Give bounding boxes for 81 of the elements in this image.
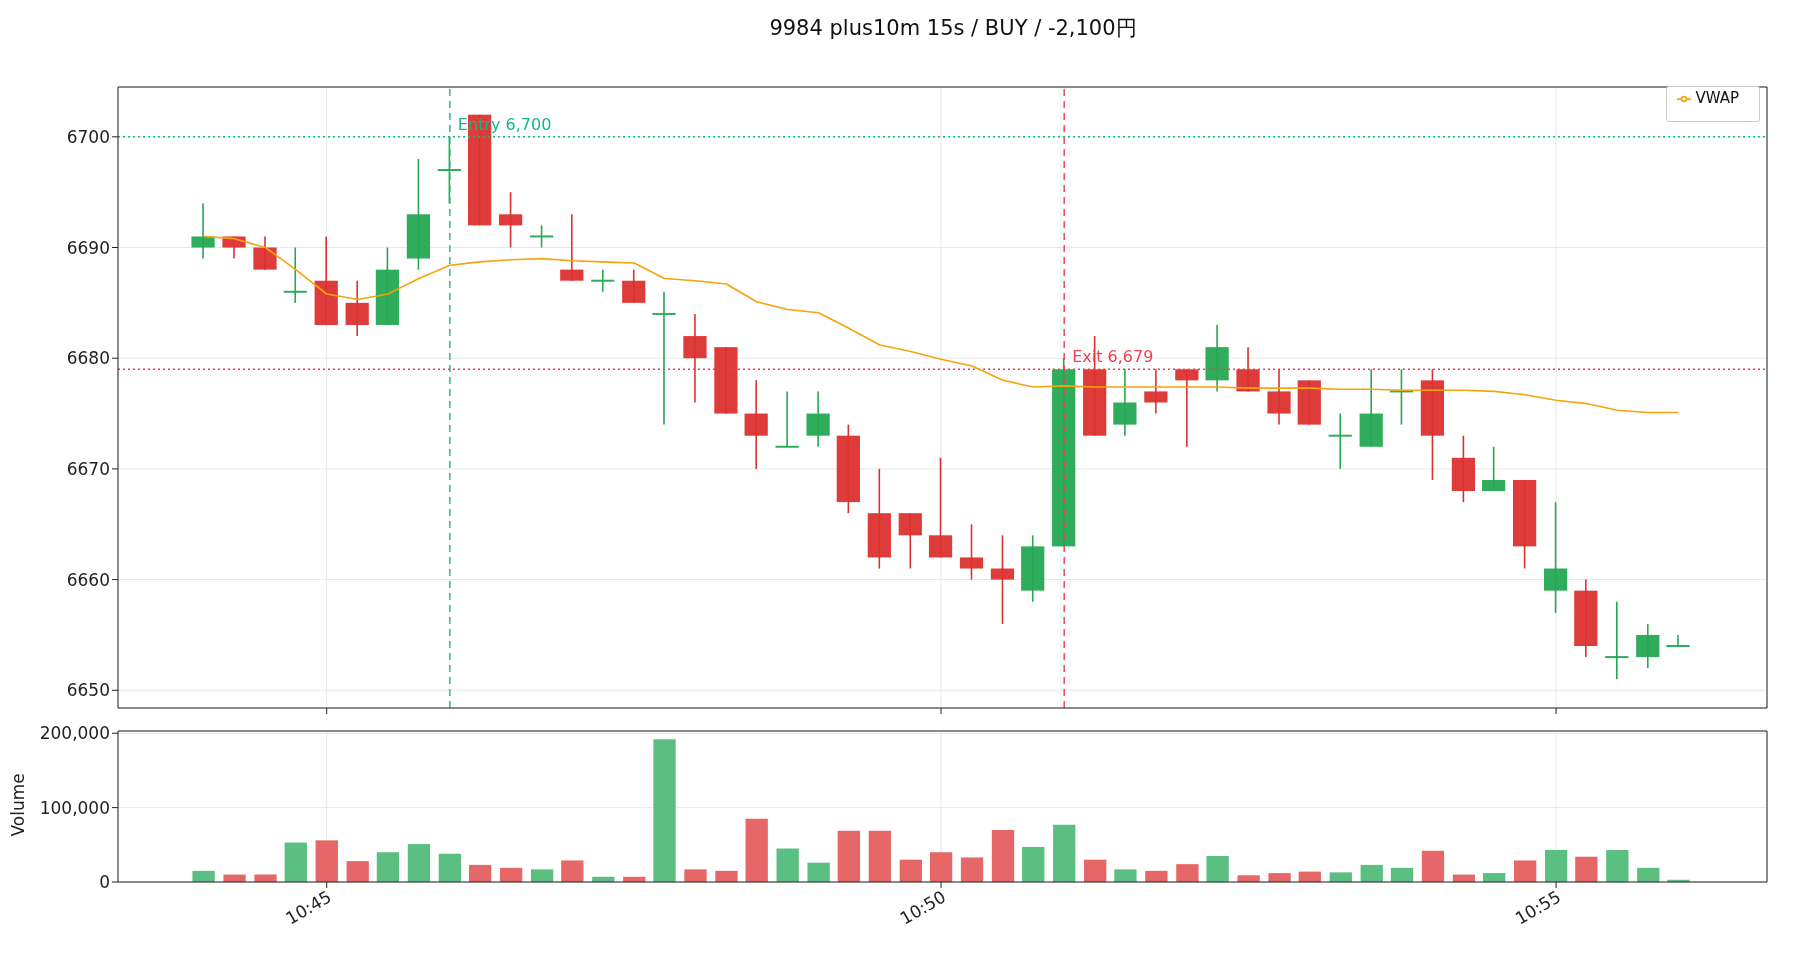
bar xyxy=(1114,869,1137,882)
y-axis-title: Volume xyxy=(8,773,29,837)
candlestick xyxy=(191,202,215,260)
bar xyxy=(1360,864,1383,882)
candlestick xyxy=(928,457,953,559)
candlestick xyxy=(1144,368,1168,415)
y-tick-label: 200,000 xyxy=(39,723,110,744)
candlestick xyxy=(498,191,523,249)
candlestick xyxy=(1543,501,1568,614)
candlestick xyxy=(775,390,799,448)
bar xyxy=(407,844,431,882)
candlestick xyxy=(345,279,369,337)
bar xyxy=(1053,824,1076,882)
bar xyxy=(468,864,492,882)
candlestick xyxy=(1113,368,1137,437)
bar xyxy=(715,870,738,882)
candlestick xyxy=(959,523,984,581)
candlestick xyxy=(1636,623,1660,669)
bar xyxy=(960,857,984,882)
bar xyxy=(1513,860,1537,882)
bar xyxy=(653,739,676,882)
candlestick xyxy=(1267,368,1291,426)
bar xyxy=(1575,856,1598,882)
bar xyxy=(991,829,1015,882)
bar xyxy=(776,848,799,882)
bar xyxy=(1421,850,1445,882)
candlestick xyxy=(622,268,646,304)
bar xyxy=(438,853,462,882)
bar xyxy=(1237,875,1260,882)
bar xyxy=(1084,859,1107,882)
candlestick xyxy=(560,213,584,282)
bar xyxy=(807,862,830,882)
y-tick-label: 0 xyxy=(99,872,110,893)
bar xyxy=(1390,867,1414,882)
y-tick-label: 6680 xyxy=(66,348,110,369)
candlestick xyxy=(1482,445,1506,492)
legend-label: VWAP xyxy=(1695,89,1739,107)
candlestick xyxy=(683,313,707,404)
candlestick xyxy=(1175,368,1199,448)
candlestick xyxy=(529,224,554,249)
bar xyxy=(1022,847,1045,882)
bar xyxy=(745,818,768,882)
bar xyxy=(1606,850,1629,882)
bar xyxy=(346,861,369,882)
bar xyxy=(837,830,861,882)
bar xyxy=(1206,855,1229,882)
candlestick xyxy=(652,290,676,426)
chart-title: 9984 plus10m 15s / BUY / -2,100円 xyxy=(768,15,1138,42)
bar xyxy=(376,852,400,882)
bar xyxy=(530,869,554,882)
candlestick xyxy=(1666,634,1690,648)
bar xyxy=(899,859,922,882)
y-tick-label: 6650 xyxy=(66,680,110,701)
bar xyxy=(1145,870,1168,882)
y-tick-label: 100,000 xyxy=(39,797,110,818)
y-tick-label: 6660 xyxy=(66,569,110,590)
bar xyxy=(284,842,307,882)
candlestick xyxy=(1605,600,1629,681)
bar xyxy=(1637,867,1660,882)
candlestick xyxy=(283,246,307,304)
bar xyxy=(1329,872,1352,882)
bar xyxy=(1176,864,1199,882)
candlestick xyxy=(806,390,830,448)
bar xyxy=(684,869,707,882)
bar xyxy=(1268,873,1291,882)
candlestick xyxy=(744,379,768,470)
y-tick-label: 6670 xyxy=(66,458,110,479)
candlestick xyxy=(1328,412,1352,470)
bar xyxy=(499,867,523,882)
y-tick-label: 6690 xyxy=(66,237,110,258)
bar xyxy=(561,860,584,882)
bar xyxy=(929,852,953,882)
candlestick xyxy=(591,268,615,293)
candlestick xyxy=(253,235,277,271)
bar xyxy=(315,840,338,882)
bar xyxy=(1544,850,1568,882)
bar xyxy=(192,870,215,882)
y-tick-label: 6700 xyxy=(66,126,110,147)
bar xyxy=(868,830,892,882)
candlestick xyxy=(990,534,1015,625)
candlestick xyxy=(898,512,922,570)
